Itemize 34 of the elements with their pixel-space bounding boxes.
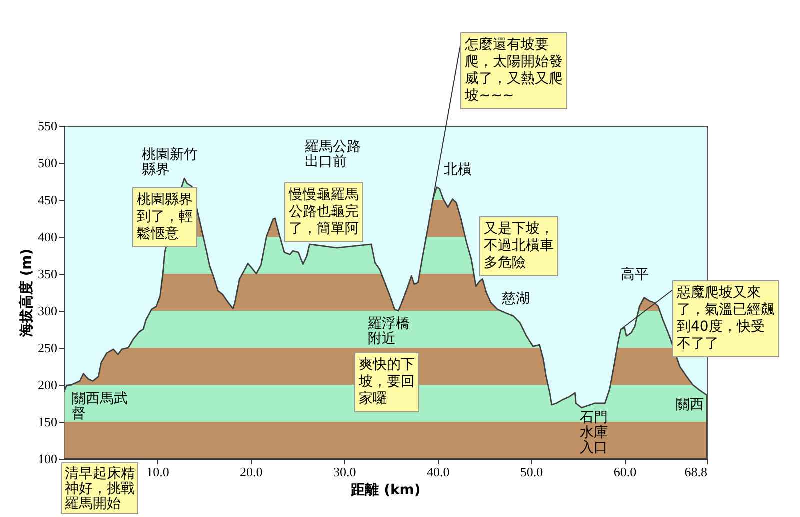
annotation: 慈湖: [501, 291, 530, 307]
annotation: 石門水庫入口: [580, 410, 608, 456]
annotation: 怎麼還有坡要爬，太陽開始發威了，又熱又爬坡~~~: [464, 37, 563, 104]
annotation: 北橫: [444, 162, 472, 178]
annotation: 慢慢龜羅馬公路也龜完了，簡單阿: [288, 187, 359, 237]
x-tick-label: 40.0: [426, 464, 450, 480]
x-tick-label: 50.0: [520, 464, 544, 480]
y-axis-title: 海拔高度 (m): [18, 248, 35, 338]
y-tick-label: 200: [38, 378, 58, 392]
y-tick-label: 550: [38, 118, 58, 134]
annotation: 關西馬武督: [72, 391, 128, 422]
y-tick-label: 250: [38, 340, 58, 356]
x-tick-label: 10.0: [146, 464, 170, 480]
y-tick-label: 400: [38, 230, 58, 244]
x-tick-label: 60.0: [614, 464, 637, 480]
annotation: 高平: [621, 267, 649, 283]
annotation: 羅浮橋附近: [368, 316, 410, 347]
y-tick-label: 450: [38, 192, 58, 208]
y-tick-label: 150: [38, 414, 58, 430]
y-tick-label: 500: [38, 156, 58, 170]
x-axis-title: 距離 (km): [350, 482, 421, 498]
annotation: 爽快的下坡，要回家囉: [358, 357, 415, 407]
annotation: 關西: [676, 397, 704, 413]
annotation: 桃園新竹縣界: [142, 147, 198, 178]
y-tick-label: 350: [38, 266, 58, 282]
annotation: 又是下坡，不過北橫車多危險: [484, 221, 554, 271]
annotation: 惡魔爬坡又來了，氣溫已經飆到40度，快受不了了: [676, 285, 775, 352]
y-tick-label: 100: [38, 452, 58, 466]
x-tick-label: 20.0: [240, 464, 263, 480]
annotation: 桃園縣界到了，輕鬆愜意: [137, 192, 193, 242]
x-tick-label: 68.8: [684, 464, 708, 480]
y-tick-label: 300: [38, 304, 58, 318]
annotation: 羅馬公路出口前: [305, 139, 361, 170]
x-tick-label: 30.0: [334, 464, 356, 480]
